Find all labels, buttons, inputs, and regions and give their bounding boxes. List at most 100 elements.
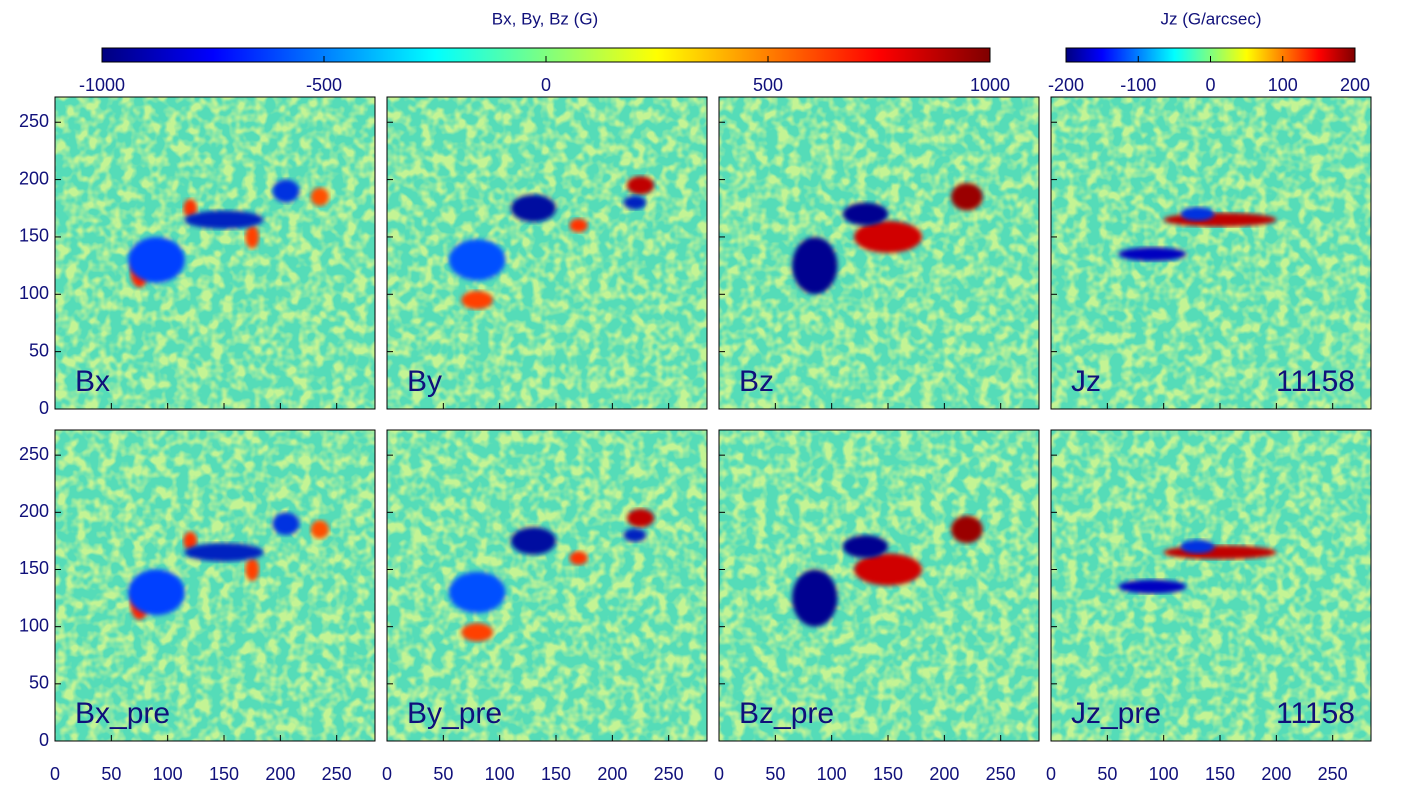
feature xyxy=(183,531,197,551)
colorbar-tick-label: 1000 xyxy=(970,75,1010,95)
feature xyxy=(448,239,506,281)
image xyxy=(55,430,375,741)
y-tick-label: 150 xyxy=(19,226,49,246)
image xyxy=(1051,430,1371,741)
x-tick-label: 100 xyxy=(817,764,847,784)
x-tick-label: 200 xyxy=(597,764,627,784)
x-tick-label: 50 xyxy=(765,764,785,784)
panel: By xyxy=(386,96,708,410)
panel: 0 50 100 150 200 250 Bx xyxy=(19,96,376,418)
image xyxy=(55,97,375,409)
colorbar-title: Bx, By, Bz (G) xyxy=(492,9,598,28)
panel: Jz 11158 xyxy=(1050,96,1372,410)
x-tick-label: 0 xyxy=(382,764,392,784)
image xyxy=(719,430,1039,741)
feature xyxy=(1180,207,1215,221)
panel-label: Jz_pre xyxy=(1071,697,1161,730)
x-tick-label: 50 xyxy=(433,764,453,784)
x-tick-label: 200 xyxy=(929,764,959,784)
panel-number: 11158 xyxy=(1276,365,1355,398)
colorbar-tick-label: 500 xyxy=(753,75,783,95)
x-tick-label: 250 xyxy=(986,764,1016,784)
image-texture xyxy=(1051,97,1371,409)
image xyxy=(387,97,707,409)
image-texture xyxy=(719,430,1039,741)
panel: 0 50 100 150 200 250 Bz_pre xyxy=(714,429,1040,784)
panel-frame xyxy=(386,429,708,742)
feature xyxy=(842,202,889,226)
colorbar-tick-label: -500 xyxy=(306,75,342,95)
feature xyxy=(1118,579,1187,594)
x-tick-label: 200 xyxy=(265,764,295,784)
y-tick-label: 50 xyxy=(29,340,49,360)
feature xyxy=(792,237,838,295)
feature xyxy=(792,569,838,627)
panel-frame xyxy=(1050,96,1372,410)
x-tick-label: 0 xyxy=(50,764,60,784)
feature xyxy=(184,543,264,562)
y-tick-label: 100 xyxy=(19,283,49,303)
y-tick-label: 50 xyxy=(29,673,49,693)
y-tick-label: 0 xyxy=(39,398,49,418)
x-tick-label: 50 xyxy=(101,764,121,784)
feature xyxy=(184,210,264,229)
feature xyxy=(1163,212,1277,227)
panel: 0 50 100 150 200 250 0 50 100 150 200 250 Bx_pre xyxy=(19,429,376,784)
feature xyxy=(569,218,588,233)
panel: Bz xyxy=(718,96,1040,410)
y-tick-label: 150 xyxy=(19,558,49,578)
panel-label: Bz xyxy=(739,365,774,398)
feature xyxy=(951,183,983,211)
panel-label: By xyxy=(407,365,442,398)
feature xyxy=(448,571,506,613)
feature xyxy=(461,623,493,642)
image-texture xyxy=(387,97,707,409)
feature xyxy=(854,553,922,586)
x-tick-label: 100 xyxy=(1149,764,1179,784)
colorbar-tick-label: -100 xyxy=(1120,75,1156,95)
feature xyxy=(623,528,647,543)
image-texture xyxy=(55,97,375,409)
image-texture xyxy=(55,430,375,741)
feature xyxy=(128,569,185,616)
x-tick-label: 250 xyxy=(654,764,684,784)
panel-frame xyxy=(718,429,1040,742)
feature xyxy=(1180,539,1215,554)
colorbar-tick-label: 0 xyxy=(1205,75,1215,95)
panel-label: Bx xyxy=(75,365,110,398)
panel-label: By_pre xyxy=(407,697,502,730)
y-tick-label: 200 xyxy=(19,168,49,188)
x-tick-label: 150 xyxy=(873,764,903,784)
panel: 0 50 100 150 200 250 By_pre xyxy=(382,429,708,784)
feature xyxy=(245,225,259,249)
panel-frame xyxy=(1050,429,1372,742)
feature xyxy=(272,179,300,203)
feature xyxy=(951,515,983,544)
x-tick-label: 150 xyxy=(541,764,571,784)
y-tick-label: 0 xyxy=(39,730,49,750)
feature xyxy=(272,512,300,536)
feature xyxy=(1163,545,1277,560)
x-tick-label: 250 xyxy=(1318,764,1348,784)
feature xyxy=(623,195,647,210)
panel-number: 11158 xyxy=(1276,697,1355,730)
feature xyxy=(1118,247,1187,261)
x-tick-label: 150 xyxy=(209,764,239,784)
image-texture xyxy=(719,97,1039,409)
colorbar-tick-label: 200 xyxy=(1340,75,1370,95)
image xyxy=(1051,97,1371,409)
feature xyxy=(854,220,922,253)
x-tick-label: 150 xyxy=(1205,764,1235,784)
feature xyxy=(626,176,655,195)
colorbar-tick-label: 100 xyxy=(1268,75,1298,95)
colorbar-tick-label: 0 xyxy=(541,75,551,95)
x-tick-label: 100 xyxy=(153,764,183,784)
image xyxy=(387,430,707,741)
feature xyxy=(128,237,185,283)
x-tick-label: 0 xyxy=(1046,764,1056,784)
feature xyxy=(626,508,655,528)
image-texture xyxy=(387,430,707,741)
feature xyxy=(310,520,329,539)
x-tick-label: 0 xyxy=(714,764,724,784)
